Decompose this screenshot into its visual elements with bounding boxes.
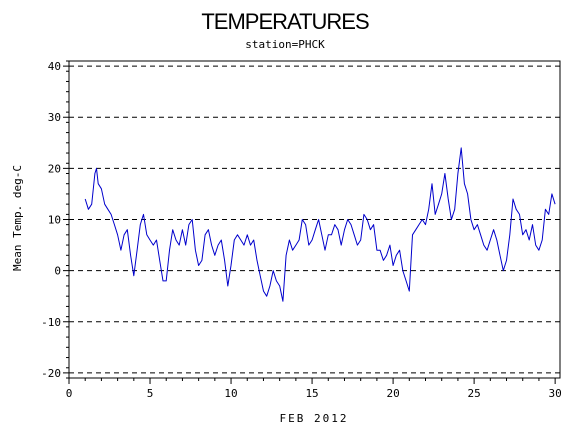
y-tick-label: -20: [41, 367, 61, 380]
x-tick-label: 30: [549, 387, 562, 400]
y-axis-label: Mean Temp. deg-C: [11, 165, 24, 271]
chart-subtitle: station=PHCK: [245, 38, 325, 51]
y-axis-ticks: -20 -10 0 10 20 30 40: [41, 60, 69, 380]
y-tick-label: 0: [54, 265, 61, 278]
grid-lines: [69, 65, 560, 374]
series-line-0: [84, 147, 556, 302]
x-tick-label: 0: [66, 387, 73, 400]
series-group: [84, 147, 556, 302]
y-tick-label: 30: [48, 111, 61, 124]
y-tick-label: -10: [41, 316, 61, 329]
y-tick-label: 40: [48, 60, 61, 73]
x-tick-label: 20: [386, 387, 399, 400]
x-axis-ticks: 0 5 10 15 20 25 30: [66, 378, 562, 400]
y-tick-label: 10: [48, 214, 61, 227]
x-tick-label: 10: [224, 387, 237, 400]
x-tick-label: 25: [467, 387, 480, 400]
x-tick-label: 15: [305, 387, 318, 400]
x-axis-label: FEB 2012: [280, 412, 349, 425]
x-tick-label: 5: [147, 387, 154, 400]
y-tick-label: 20: [48, 162, 61, 175]
chart-title: TEMPERATURES: [201, 9, 369, 34]
